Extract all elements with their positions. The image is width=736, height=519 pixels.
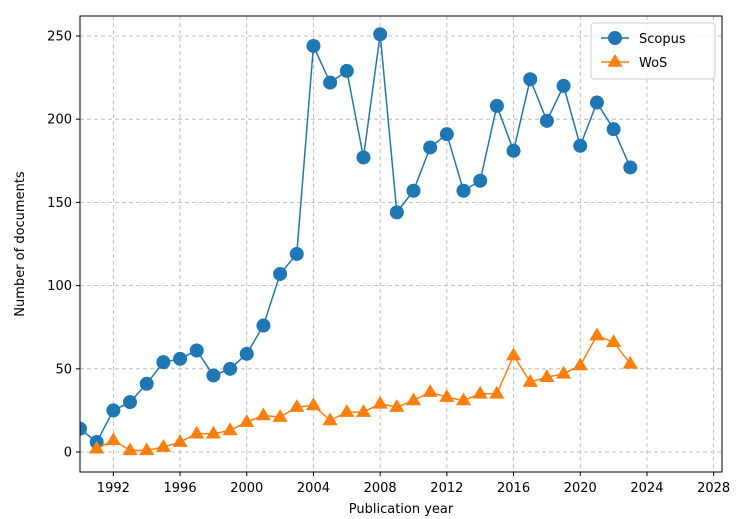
wos-point	[155, 439, 171, 452]
scopus-point	[289, 246, 304, 261]
scopus-point	[356, 150, 371, 165]
x-tick-label: 2008	[364, 481, 397, 496]
wos-point	[539, 369, 555, 382]
wos-point	[289, 399, 305, 412]
y-tick-label: 200	[47, 113, 72, 128]
wos-point	[339, 404, 355, 417]
scopus-point	[423, 140, 438, 155]
wos-point	[255, 407, 272, 421]
scopus-point	[173, 351, 188, 366]
y-axis-label: Number of documents	[13, 171, 28, 317]
wos-point	[105, 432, 121, 446]
wos-point	[455, 392, 472, 406]
wos-point	[422, 384, 438, 397]
x-tick-label: 2016	[497, 481, 530, 496]
wos-point	[305, 397, 322, 411]
plot-frame	[79, 15, 723, 473]
scopus-point	[406, 183, 421, 198]
y-tick-label: 250	[47, 29, 72, 44]
scopus-point	[506, 143, 521, 158]
legend-wos-label: WoS	[639, 56, 667, 71]
wos-point	[89, 440, 105, 454]
wos-point	[272, 409, 288, 422]
scopus-point	[139, 376, 154, 391]
x-tick-label: 2004	[297, 481, 330, 496]
x-axis-label: Publication year	[349, 502, 454, 517]
y-tick-label: 0	[64, 446, 72, 461]
wos-point	[555, 365, 572, 379]
wos-point	[239, 414, 255, 427]
scopus-point	[439, 127, 454, 142]
x-tick-label: 2020	[564, 481, 597, 496]
series-clip-group	[80, 27, 638, 456]
wos-point	[589, 327, 605, 341]
x-tick-label: 1992	[97, 481, 130, 496]
wos-point	[489, 385, 505, 399]
wos-point	[505, 347, 522, 361]
wos-point	[122, 442, 138, 456]
scopus-point	[539, 113, 554, 128]
wos-point	[189, 425, 205, 439]
legend-wos-marker	[607, 54, 623, 67]
scopus-point	[389, 205, 404, 220]
scopus-point	[623, 160, 638, 175]
scopus-point	[256, 318, 271, 333]
wos-point	[372, 395, 388, 409]
y-tick-label: 100	[47, 279, 72, 294]
grid-lines	[80, 16, 722, 472]
scopus-point	[473, 173, 488, 188]
scopus-point	[573, 138, 588, 153]
plot-background	[80, 16, 722, 472]
scopus-point	[156, 355, 171, 370]
wos-point	[405, 392, 422, 406]
legend-frame	[590, 22, 716, 80]
scopus-point	[239, 346, 254, 361]
scopus-point	[306, 38, 321, 53]
wos-point	[205, 425, 222, 439]
scopus-point	[489, 98, 504, 113]
scopus-point	[189, 343, 204, 358]
wos-point	[222, 422, 238, 436]
y-tick-label: 50	[55, 362, 72, 377]
scopus-point	[606, 122, 621, 137]
x-tick-label: 2028	[697, 481, 730, 496]
wos-point	[439, 389, 455, 402]
scopus-point	[123, 395, 138, 410]
scopus-point	[456, 183, 471, 198]
x-tick-label: 2012	[430, 481, 463, 496]
wos-point	[139, 442, 155, 456]
scopus-point	[206, 368, 221, 383]
scopus-point	[556, 78, 571, 93]
scopus-point	[323, 75, 338, 90]
scopus-point	[339, 63, 354, 78]
scopus-point	[523, 72, 538, 87]
wos-point	[322, 412, 338, 426]
scopus-point	[106, 403, 121, 418]
legend-scopus-label: Scopus	[639, 32, 686, 47]
scopus-point	[223, 361, 238, 376]
wos-point	[472, 385, 488, 399]
scopus-line	[80, 34, 631, 444]
legend-scopus-marker	[608, 31, 622, 45]
scopus-point	[373, 27, 388, 42]
wos-point	[172, 434, 188, 447]
legend: Scopus WoS	[590, 22, 716, 80]
scopus-point	[589, 95, 604, 110]
x-tick-label: 2000	[230, 481, 263, 496]
wos-point	[389, 399, 405, 412]
wos-point	[572, 357, 588, 371]
scopus-point	[273, 266, 288, 281]
wos-point	[522, 374, 538, 387]
scopus-point	[80, 421, 87, 436]
x-tick-label: 1996	[164, 481, 197, 496]
y-tick-label: 150	[47, 196, 72, 211]
wos-point	[606, 334, 622, 347]
axis-ticks: 1992 1996 2000 2004 2008 2012 2016 2020 2024 2028…	[47, 29, 730, 496]
x-tick-label: 2024	[630, 481, 663, 496]
wos-point	[622, 355, 638, 369]
series-layer	[80, 27, 638, 456]
wos-point	[355, 404, 372, 417]
